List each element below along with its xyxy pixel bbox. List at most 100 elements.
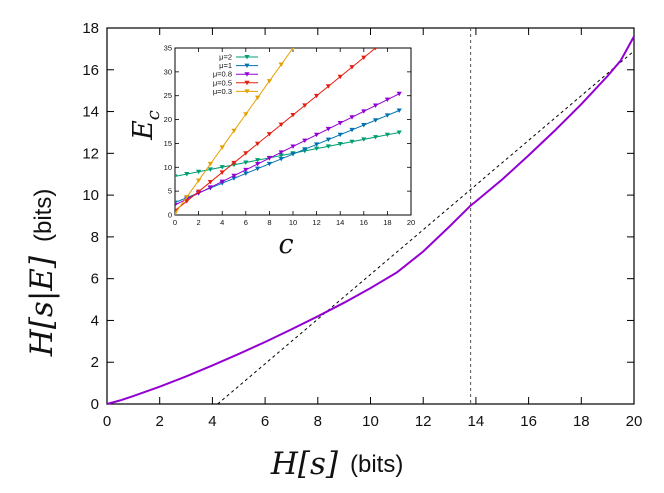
inset-data-point [373, 103, 379, 108]
x-tick-label: 18 [573, 413, 590, 430]
inset-y-label-main: E [128, 120, 159, 141]
inset-series-group [175, 48, 402, 215]
inset-data-point [231, 128, 237, 134]
inset-data-point [255, 95, 261, 101]
inset-data-point [337, 121, 343, 126]
inset-y-label: Ec [128, 110, 164, 141]
inset-data-point [207, 167, 213, 172]
x-tick-label: 4 [208, 413, 216, 430]
inset-y-tick-label: 0 [168, 211, 172, 220]
y-axis-label-math: H[s|E] [24, 255, 60, 357]
inset-data-point [396, 130, 402, 135]
inset-data-point [349, 127, 355, 133]
inset-frame [174, 47, 412, 216]
inset-data-point [314, 142, 320, 147]
legend-marker [244, 80, 250, 86]
inset-data-point [314, 93, 320, 99]
inset-data-point [255, 158, 261, 163]
inset-data-point [374, 48, 378, 51]
inset-data-point [314, 146, 320, 152]
inset-y-tick-label: 30 [164, 67, 172, 76]
x-axis-label-math: H[s] [270, 446, 339, 482]
inset-data-point [373, 118, 379, 123]
inset-data-point [196, 169, 202, 175]
y-tick-label: 14 [82, 104, 99, 121]
inset-data-point [325, 84, 331, 89]
y-tick-label: 2 [91, 354, 99, 371]
y-tick-label: 0 [91, 396, 99, 413]
inset-data-point [278, 122, 284, 127]
x-tick-label: 14 [468, 413, 485, 430]
inset-x-tick-label: 2 [197, 218, 201, 227]
inset-data-point [243, 151, 249, 156]
inset-data-point [175, 208, 178, 214]
inset-data-point [219, 145, 225, 150]
inset-x-tick-label: 4 [220, 218, 224, 227]
inset-data-point [302, 147, 308, 152]
inset-data-point [175, 211, 178, 215]
inset-data-point [290, 144, 296, 149]
inset-data-point [278, 156, 284, 162]
inset-data-point [337, 142, 343, 147]
inset-data-point [384, 113, 390, 118]
inset-data-point [361, 123, 367, 128]
legend-label: μ=0.5 [213, 78, 232, 87]
inset-data-point [175, 174, 178, 179]
y-axis-label-unit: (bits) [30, 189, 57, 242]
inset-y-tick-label: 20 [164, 115, 172, 124]
inset-data-point [361, 109, 367, 114]
inset-data-point [266, 161, 272, 167]
inset-x-tick-label: 6 [244, 218, 248, 227]
legend-label: μ=1 [219, 61, 232, 70]
inset-series-line [175, 131, 400, 177]
inset-x-tick-label: 20 [407, 218, 415, 227]
legend-label: μ=2 [219, 53, 232, 62]
inset-data-point [219, 179, 225, 184]
inset-data-point [175, 202, 178, 208]
y-tick-label: 18 [82, 20, 99, 37]
inset-data-point [361, 55, 367, 60]
y-tick-label: 16 [82, 62, 99, 79]
inset-data-point [290, 152, 296, 157]
inset-data-point [373, 135, 379, 140]
y-tick-label: 6 [91, 271, 99, 288]
inset-x-tick-label: 0 [173, 218, 177, 227]
x-tick-label: 20 [626, 413, 643, 430]
inset-data-point [384, 132, 390, 138]
y-tick-label: 4 [91, 312, 99, 329]
inset-data-point [290, 112, 296, 118]
inset-y-tick-label: 15 [164, 139, 172, 148]
inset-data-point [337, 74, 343, 80]
x-tick-label: 10 [362, 413, 379, 430]
legend-marker [244, 63, 250, 68]
inset-y-tick-label: 10 [164, 163, 172, 172]
inset-data-point [291, 48, 295, 51]
inset-data-point [325, 144, 331, 149]
inset-data-point [396, 108, 402, 113]
inset-data-point [278, 62, 284, 67]
inset-y-label-sub: c [143, 110, 164, 120]
inset-data-point [314, 132, 320, 138]
inset-data-point [266, 156, 272, 161]
inset-data-point [243, 171, 249, 176]
inset-data-point [243, 167, 249, 173]
inset-data-point [207, 179, 213, 185]
inset-data-point [207, 161, 213, 167]
inset-data-point [302, 138, 308, 144]
inset-x-label: c [278, 229, 293, 260]
inset-data-point [266, 132, 272, 137]
inset-data-point [361, 137, 367, 142]
inset-plot: 0 2 4 6 8 10 12 14 16 18 2005101520253035μ=2μ=1μ=0… [164, 44, 416, 228]
x-tick-label: 12 [415, 413, 432, 430]
legend-marker [244, 89, 250, 94]
inset-x-tick-label: 18 [383, 218, 391, 227]
y-tick-label: 12 [82, 145, 99, 162]
inset-data-point [243, 160, 249, 165]
x-tick-label: 6 [261, 413, 269, 430]
inset-data-point [231, 176, 237, 181]
inset-series-line [175, 110, 400, 204]
inset-data-point [278, 153, 284, 158]
inset-y-tick-label: 35 [164, 44, 172, 53]
inset-x-tick-label: 16 [360, 218, 368, 227]
